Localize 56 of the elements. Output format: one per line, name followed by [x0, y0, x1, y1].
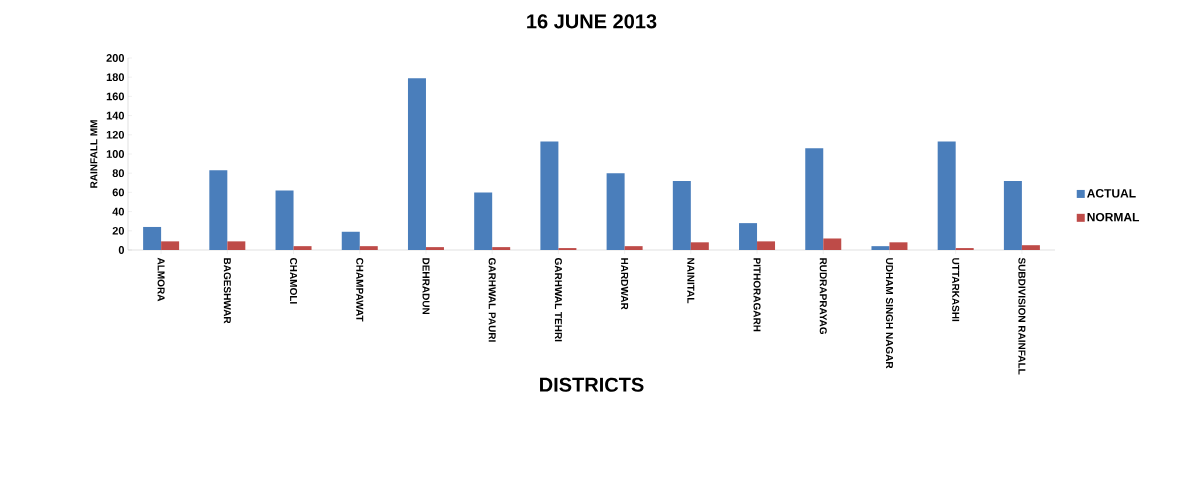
- x-tick-label: RUDRAPRAYAG: [819, 258, 827, 334]
- x-tick-label: GARHWAL TEHRI: [554, 257, 562, 342]
- x-tick-label: SUBDIVISION RAINFALL: [1018, 257, 1026, 375]
- bar: [1003, 180, 1022, 250]
- y-tick-label: 0: [118, 246, 125, 254]
- x-tick-label: CHAMOLI: [290, 257, 298, 304]
- y-axis-title: RAINFALL MM: [90, 120, 98, 188]
- bar: [407, 78, 426, 250]
- bar: [540, 141, 559, 250]
- bar: [359, 246, 378, 250]
- y-tick-label: 140: [106, 111, 125, 120]
- bar: [474, 192, 493, 250]
- bar: [275, 190, 294, 250]
- bar: [606, 173, 625, 250]
- bar: [690, 242, 709, 250]
- bar: [739, 223, 758, 250]
- x-tick-label: DEHRADUN: [422, 258, 430, 315]
- bar: [341, 231, 360, 250]
- bar: [871, 246, 890, 250]
- x-axis-title: DISTRICTS: [540, 377, 644, 392]
- x-tick-label: UDHAM SINGH NAGAR: [885, 258, 894, 369]
- bar: [757, 241, 776, 250]
- bar: [293, 246, 312, 250]
- bar: [624, 246, 643, 250]
- y-tick-label: 60: [112, 188, 125, 197]
- bar: [143, 226, 162, 250]
- bar: [209, 170, 228, 250]
- bar: [672, 180, 691, 250]
- x-tick-label: PITHORAGARH: [753, 258, 761, 332]
- bar: [937, 141, 956, 250]
- y-tick-label: 20: [112, 226, 125, 235]
- y-tick-label: 120: [106, 130, 125, 139]
- bar: [1021, 245, 1040, 250]
- x-tick-label: UTTARKASHI: [952, 258, 960, 322]
- bar: [805, 148, 824, 250]
- x-tick-label: BAGESHWAR: [223, 258, 231, 324]
- bar: [227, 241, 246, 250]
- legend-label: ACTUAL: [1087, 189, 1136, 198]
- x-tick-label: ALMORA: [157, 257, 165, 302]
- chart-title: 16 JUNE 2013: [527, 14, 657, 29]
- bar: [161, 241, 180, 250]
- x-tick-label: HARDWAR: [621, 258, 629, 310]
- y-tick-label: 160: [106, 92, 125, 101]
- bar: [492, 247, 511, 250]
- y-tick-label: 80: [112, 169, 125, 178]
- bar: [425, 247, 444, 250]
- x-tick-label: NAINITAL: [687, 258, 695, 304]
- bar: [823, 238, 842, 250]
- bar: [889, 242, 908, 250]
- y-tick-label: 100: [106, 150, 125, 158]
- x-tick-label: GARHWAL PAURI: [488, 257, 496, 342]
- y-tick-label: 200: [106, 54, 125, 62]
- legend-label: NORMAL: [1087, 212, 1140, 222]
- x-tick-label: CHAMPAWAT: [356, 257, 364, 322]
- y-tick-label: 40: [112, 207, 125, 216]
- y-tick-label: 180: [106, 73, 125, 82]
